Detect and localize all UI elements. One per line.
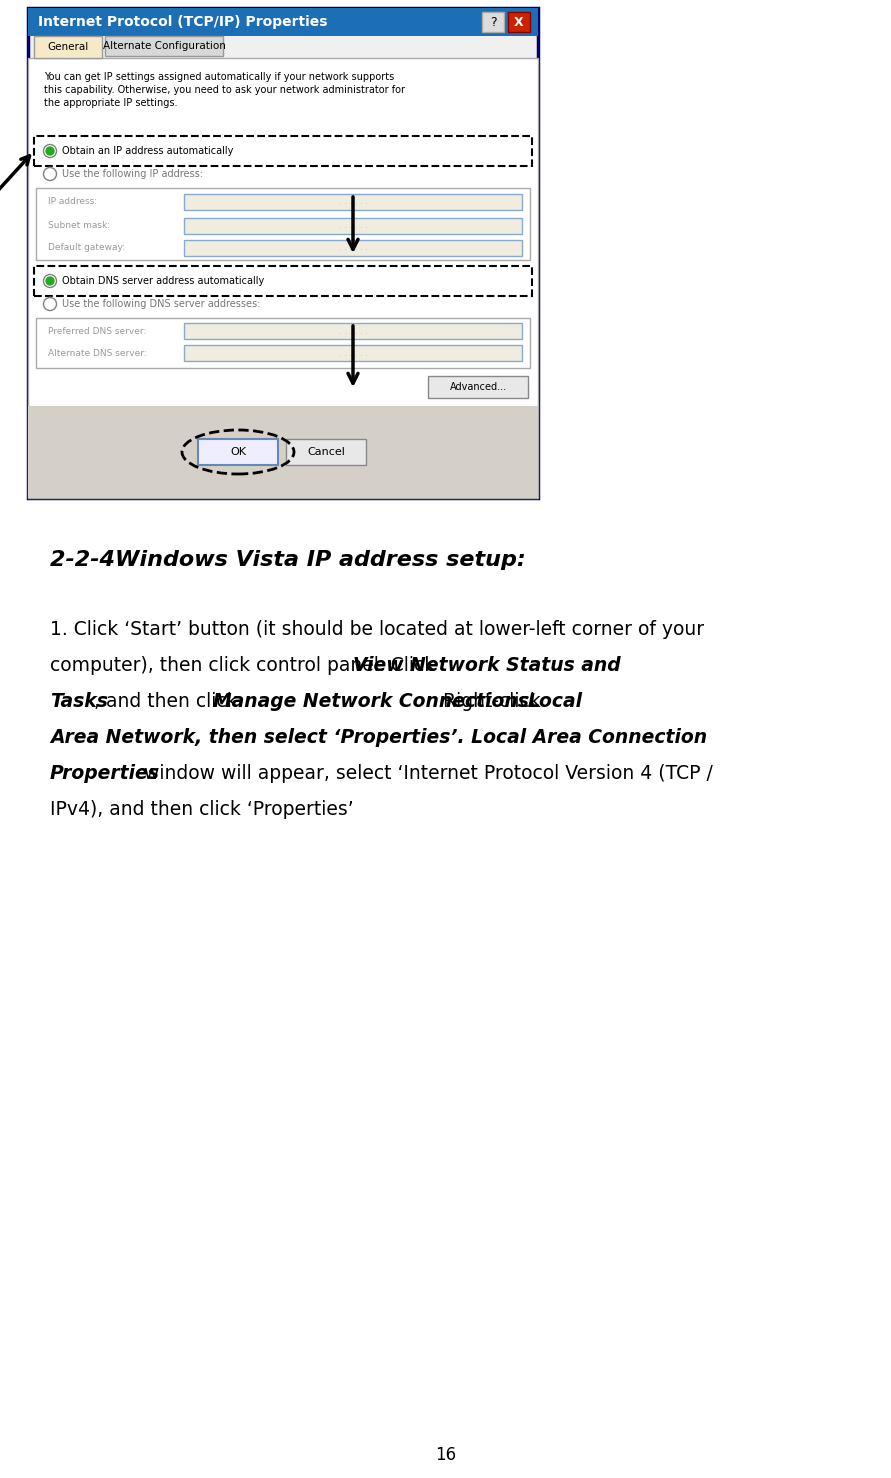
Text: Internet Protocol (TCP/IP) Properties: Internet Protocol (TCP/IP) Properties	[38, 15, 328, 30]
Text: Alternate DNS server:: Alternate DNS server:	[48, 349, 147, 358]
FancyBboxPatch shape	[28, 58, 538, 498]
Text: OK: OK	[230, 446, 246, 457]
Text: X: X	[514, 15, 524, 28]
Text: View Network Status and: View Network Status and	[353, 656, 621, 675]
Text: Use the following DNS server addresses:: Use the following DNS server addresses:	[62, 299, 260, 309]
Text: 16: 16	[435, 1445, 456, 1465]
Text: window will appear, select ‘Internet Protocol Version 4 (TCP /: window will appear, select ‘Internet Pro…	[138, 764, 713, 783]
Text: Default gateway:: Default gateway:	[48, 244, 125, 253]
FancyBboxPatch shape	[28, 7, 538, 35]
Text: Manage Network Connections.: Manage Network Connections.	[213, 692, 536, 711]
Text: Area Network, then select ‘Properties’. Local Area Connection: Area Network, then select ‘Properties’. …	[50, 729, 707, 746]
Text: . . . . . .: . . . . . .	[339, 222, 367, 231]
Text: . . . . . .: . . . . . .	[339, 327, 367, 336]
Text: Local: Local	[528, 692, 583, 711]
Text: IPv4), and then click ‘Properties’: IPv4), and then click ‘Properties’	[50, 800, 354, 819]
Text: ?: ?	[490, 15, 496, 28]
Circle shape	[44, 275, 56, 288]
FancyBboxPatch shape	[428, 375, 528, 398]
FancyBboxPatch shape	[184, 194, 522, 210]
FancyBboxPatch shape	[36, 318, 530, 368]
Text: Right-click: Right-click	[437, 692, 547, 711]
FancyBboxPatch shape	[184, 344, 522, 361]
FancyBboxPatch shape	[34, 35, 102, 58]
FancyBboxPatch shape	[105, 35, 223, 56]
FancyBboxPatch shape	[184, 239, 522, 256]
Text: IP address:: IP address:	[48, 198, 97, 207]
Circle shape	[44, 167, 56, 180]
Text: 2-2-4Windows Vista IP address setup:: 2-2-4Windows Vista IP address setup:	[50, 550, 526, 571]
Text: computer), then click control panel. Click: computer), then click control panel. Cli…	[50, 656, 441, 675]
FancyBboxPatch shape	[198, 439, 278, 466]
Text: Tasks: Tasks	[50, 692, 108, 711]
Text: Use the following IP address:: Use the following IP address:	[62, 168, 203, 179]
Text: Obtain DNS server address automatically: Obtain DNS server address automatically	[62, 276, 265, 287]
Text: . . . . . .: . . . . . .	[339, 349, 367, 358]
Circle shape	[46, 146, 54, 155]
Circle shape	[44, 145, 56, 158]
FancyBboxPatch shape	[286, 439, 366, 466]
Text: Properties: Properties	[50, 764, 159, 783]
Text: . . . . . .: . . . . . .	[339, 198, 367, 207]
Text: Cancel: Cancel	[307, 446, 345, 457]
FancyBboxPatch shape	[482, 12, 504, 33]
FancyBboxPatch shape	[28, 7, 538, 498]
Text: You can get IP settings assigned automatically if your network supports
this cap: You can get IP settings assigned automat…	[44, 72, 405, 108]
Text: Alternate Configuration: Alternate Configuration	[102, 41, 225, 52]
Text: . . . . . .: . . . . . .	[339, 244, 367, 253]
Circle shape	[44, 297, 56, 310]
Text: Preferred DNS server:: Preferred DNS server:	[48, 327, 146, 336]
FancyBboxPatch shape	[508, 12, 530, 33]
Text: Advanced...: Advanced...	[449, 381, 507, 392]
Circle shape	[46, 276, 54, 285]
Text: 1. Click ‘Start’ button (it should be located at lower-left corner of your: 1. Click ‘Start’ button (it should be lo…	[50, 619, 704, 638]
FancyBboxPatch shape	[28, 406, 538, 498]
Text: General: General	[47, 41, 88, 52]
FancyBboxPatch shape	[184, 324, 522, 338]
Text: Obtain an IP address automatically: Obtain an IP address automatically	[62, 146, 233, 157]
FancyBboxPatch shape	[36, 188, 530, 260]
FancyBboxPatch shape	[184, 217, 522, 234]
Text: , and then click: , and then click	[94, 692, 243, 711]
Text: Subnet mask:: Subnet mask:	[48, 222, 110, 231]
